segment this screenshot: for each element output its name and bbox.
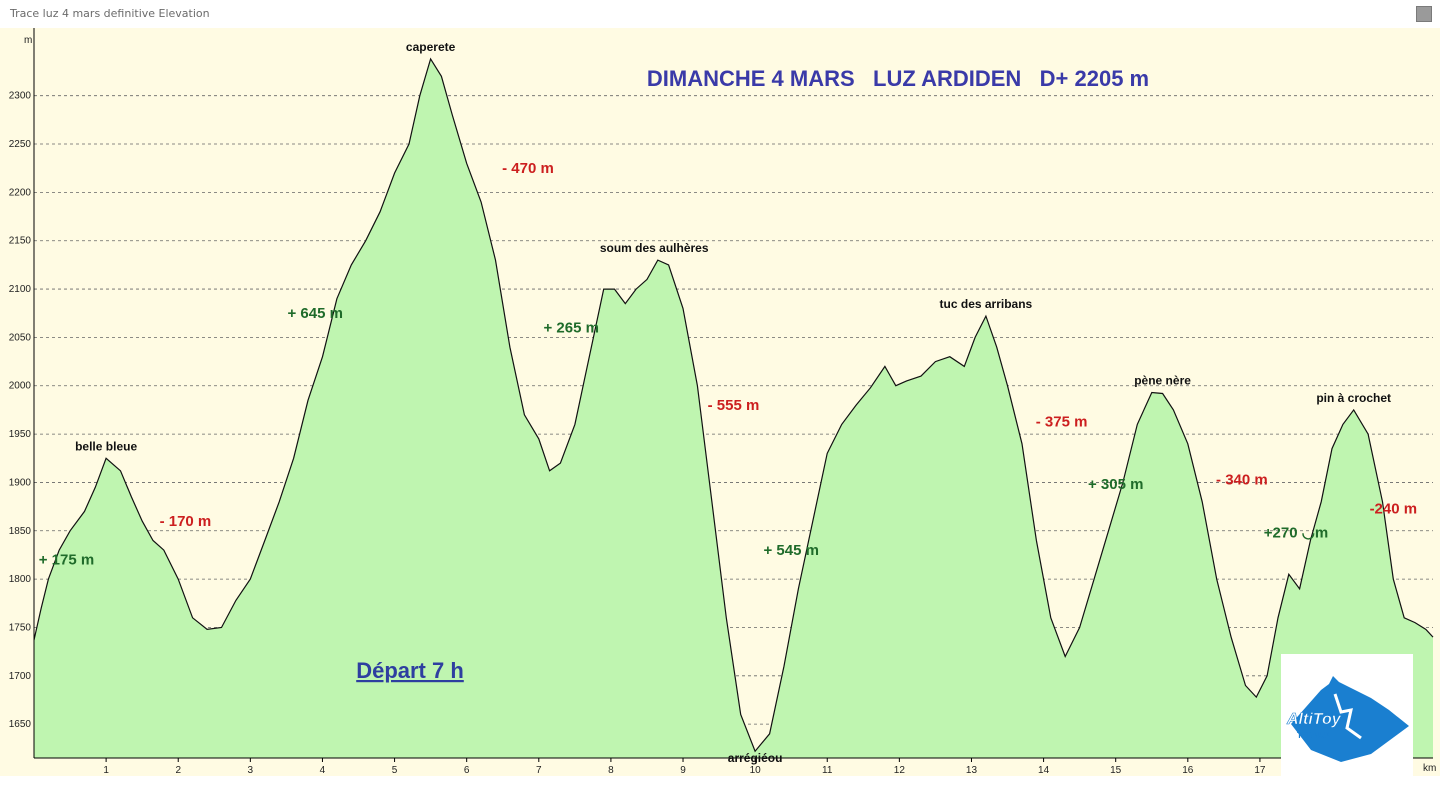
elevation-gain-label: + 545 m bbox=[763, 542, 818, 559]
elevation-loss-label: - 470 m bbox=[502, 160, 554, 177]
elevation-gain-label: + 305 m bbox=[1088, 476, 1143, 493]
elevation-loss-label: - 340 m bbox=[1216, 471, 1268, 488]
y-tick-label: 1900 bbox=[9, 477, 32, 488]
x-tick-label: 12 bbox=[894, 765, 906, 776]
window-titlebar: Trace luz 4 mars definitive Elevation bbox=[0, 0, 1440, 29]
elevation-gain-label: + 265 m bbox=[544, 320, 599, 337]
elevation-chart-area: 1650 1700 1750 1800 1850 1900 1950 2000 2050 2100… bbox=[0, 28, 1440, 784]
y-tick-label: 1650 bbox=[9, 719, 32, 730]
y-tick-label: 2150 bbox=[9, 236, 32, 247]
elevation-gain-label: +270 ◡m bbox=[1264, 525, 1328, 542]
elevation-loss-label: - 375 m bbox=[1036, 413, 1088, 430]
x-tick-label: 2 bbox=[175, 765, 181, 776]
logo-mountain-icon: AltiToy TERNUA bbox=[1286, 676, 1409, 762]
y-tick-label: 2200 bbox=[9, 187, 32, 198]
x-tick-label: 10 bbox=[750, 765, 762, 776]
x-tick-label: 4 bbox=[320, 765, 326, 776]
x-tick-label: 5 bbox=[392, 765, 398, 776]
y-tick-label: 1850 bbox=[9, 526, 32, 537]
elevation-gain-label: + 175 m bbox=[39, 552, 94, 569]
peak-label: arrégiéou bbox=[728, 751, 783, 765]
peak-label: pène nère bbox=[1134, 374, 1191, 388]
x-tick-label: 3 bbox=[248, 765, 254, 776]
altitoy-logo: AltiToy TERNUA bbox=[1281, 654, 1413, 784]
peak-label: caperete bbox=[406, 40, 456, 54]
y-tick-label: 2300 bbox=[9, 91, 32, 102]
y-tick-label: 2250 bbox=[9, 139, 32, 150]
elevation-area bbox=[34, 58, 1433, 758]
x-tick-label: 7 bbox=[536, 765, 542, 776]
peak-label: pin à crochet bbox=[1316, 391, 1391, 405]
x-axis-unit: km bbox=[1423, 763, 1436, 774]
y-tick-label: 2000 bbox=[9, 381, 32, 392]
depart-label: Départ 7 h bbox=[356, 658, 464, 683]
y-tick-label: 2050 bbox=[9, 332, 32, 343]
elevation-loss-label: - 170 m bbox=[160, 513, 212, 530]
y-tick-label: 1750 bbox=[9, 622, 32, 633]
x-tick-label: 16 bbox=[1182, 765, 1194, 776]
peak-label: tuc des arribans bbox=[940, 297, 1033, 311]
x-tick-label: 9 bbox=[680, 765, 686, 776]
chart-headline: DIMANCHE 4 MARS LUZ ARDIDEN D+ 2205 m bbox=[647, 66, 1149, 91]
x-tick-label: 6 bbox=[464, 765, 470, 776]
x-tick-label: 17 bbox=[1254, 765, 1266, 776]
elevation-loss-label: - 555 m bbox=[708, 397, 760, 414]
peak-label: belle bleue bbox=[75, 439, 137, 453]
logo-text: AltiToy bbox=[1286, 711, 1342, 728]
x-tick-label: 13 bbox=[966, 765, 978, 776]
close-icon[interactable] bbox=[1416, 6, 1432, 22]
y-tick-label: 1800 bbox=[9, 574, 32, 585]
x-tick-label: 15 bbox=[1110, 765, 1122, 776]
y-tick-label: 2100 bbox=[9, 284, 32, 295]
y-axis-unit: m bbox=[24, 35, 32, 46]
elevation-gain-label: + 645 m bbox=[288, 305, 343, 322]
elevation-loss-label: -240 m bbox=[1370, 500, 1418, 517]
logo-subtext: TERNUA bbox=[1297, 731, 1331, 740]
window-title: Trace luz 4 mars definitive Elevation bbox=[10, 7, 210, 20]
peak-label: soum des aulhères bbox=[600, 241, 709, 255]
x-tick-label: 11 bbox=[822, 765, 833, 776]
x-tick-label: 14 bbox=[1038, 765, 1050, 776]
elevation-chart: 1650 1700 1750 1800 1850 1900 1950 2000 2050 2100… bbox=[9, 28, 1436, 776]
y-tick-label: 1950 bbox=[9, 429, 32, 440]
elevation-line bbox=[33, 57, 1434, 753]
x-tick-label: 8 bbox=[608, 765, 614, 776]
x-tick-label: 1 bbox=[103, 765, 109, 776]
y-tick-label: 1700 bbox=[9, 671, 32, 682]
